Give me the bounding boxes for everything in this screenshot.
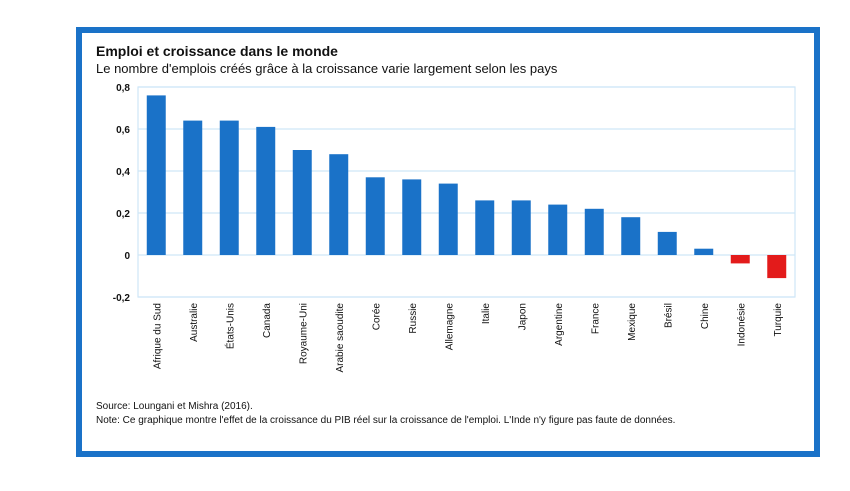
y-tick-label: 0,2 (116, 209, 130, 220)
bar (621, 217, 641, 255)
y-tick-label: 0,6 (116, 125, 130, 136)
plot-frame (137, 86, 796, 298)
bar (146, 95, 166, 256)
bar (256, 126, 276, 256)
note-text: Note: Ce graphique montre l'effet de la … (96, 415, 676, 426)
bar (767, 255, 787, 279)
x-category-label: Canada (262, 303, 273, 338)
bar (365, 177, 385, 255)
bar (511, 200, 531, 255)
x-category-label: États-Unis (223, 303, 236, 349)
chart-title: Emploi et croissance dans le monde (96, 43, 338, 59)
x-category-label: Turquie (773, 303, 784, 337)
x-category-label: Allemagne (444, 303, 455, 351)
chart-subtitle: Le nombre d'emplois créés grâce à la cro… (96, 61, 558, 76)
x-category-label: Italie (481, 303, 492, 325)
x-category-label: Australie (189, 303, 200, 342)
x-category-label: France (590, 303, 601, 335)
bar (219, 120, 239, 255)
y-tick-label: 0,4 (116, 167, 130, 178)
bar (438, 183, 458, 255)
bar (475, 200, 495, 255)
x-category-label: Corée (371, 303, 382, 331)
bar (548, 204, 568, 255)
x-category-label: Brésil (663, 303, 674, 328)
x-category-label: Argentine (554, 303, 565, 346)
x-category-label: Japon (517, 303, 528, 330)
x-category-label: Mexique (627, 303, 638, 341)
bar (402, 179, 422, 255)
bar (183, 120, 203, 255)
x-category-label: Indonésie (736, 303, 747, 347)
y-tick-label: 0 (124, 251, 130, 262)
x-category-label: Afrique du Sud (152, 303, 163, 369)
bar (657, 231, 677, 255)
x-category-label: Royaume-Uni (298, 303, 309, 364)
source-text: Source: Loungani et Mishra (2016). (96, 401, 253, 412)
bar (329, 154, 349, 255)
bar (730, 255, 750, 264)
bar (584, 208, 604, 255)
x-category-label: Arabie saoudite (335, 303, 346, 373)
y-tick-label: 0,8 (116, 83, 130, 94)
y-tick-label: -0,2 (113, 293, 131, 304)
bar (694, 248, 714, 255)
bar (292, 150, 312, 255)
x-category-label: Chine (700, 303, 711, 330)
x-category-label: Russie (408, 303, 419, 334)
